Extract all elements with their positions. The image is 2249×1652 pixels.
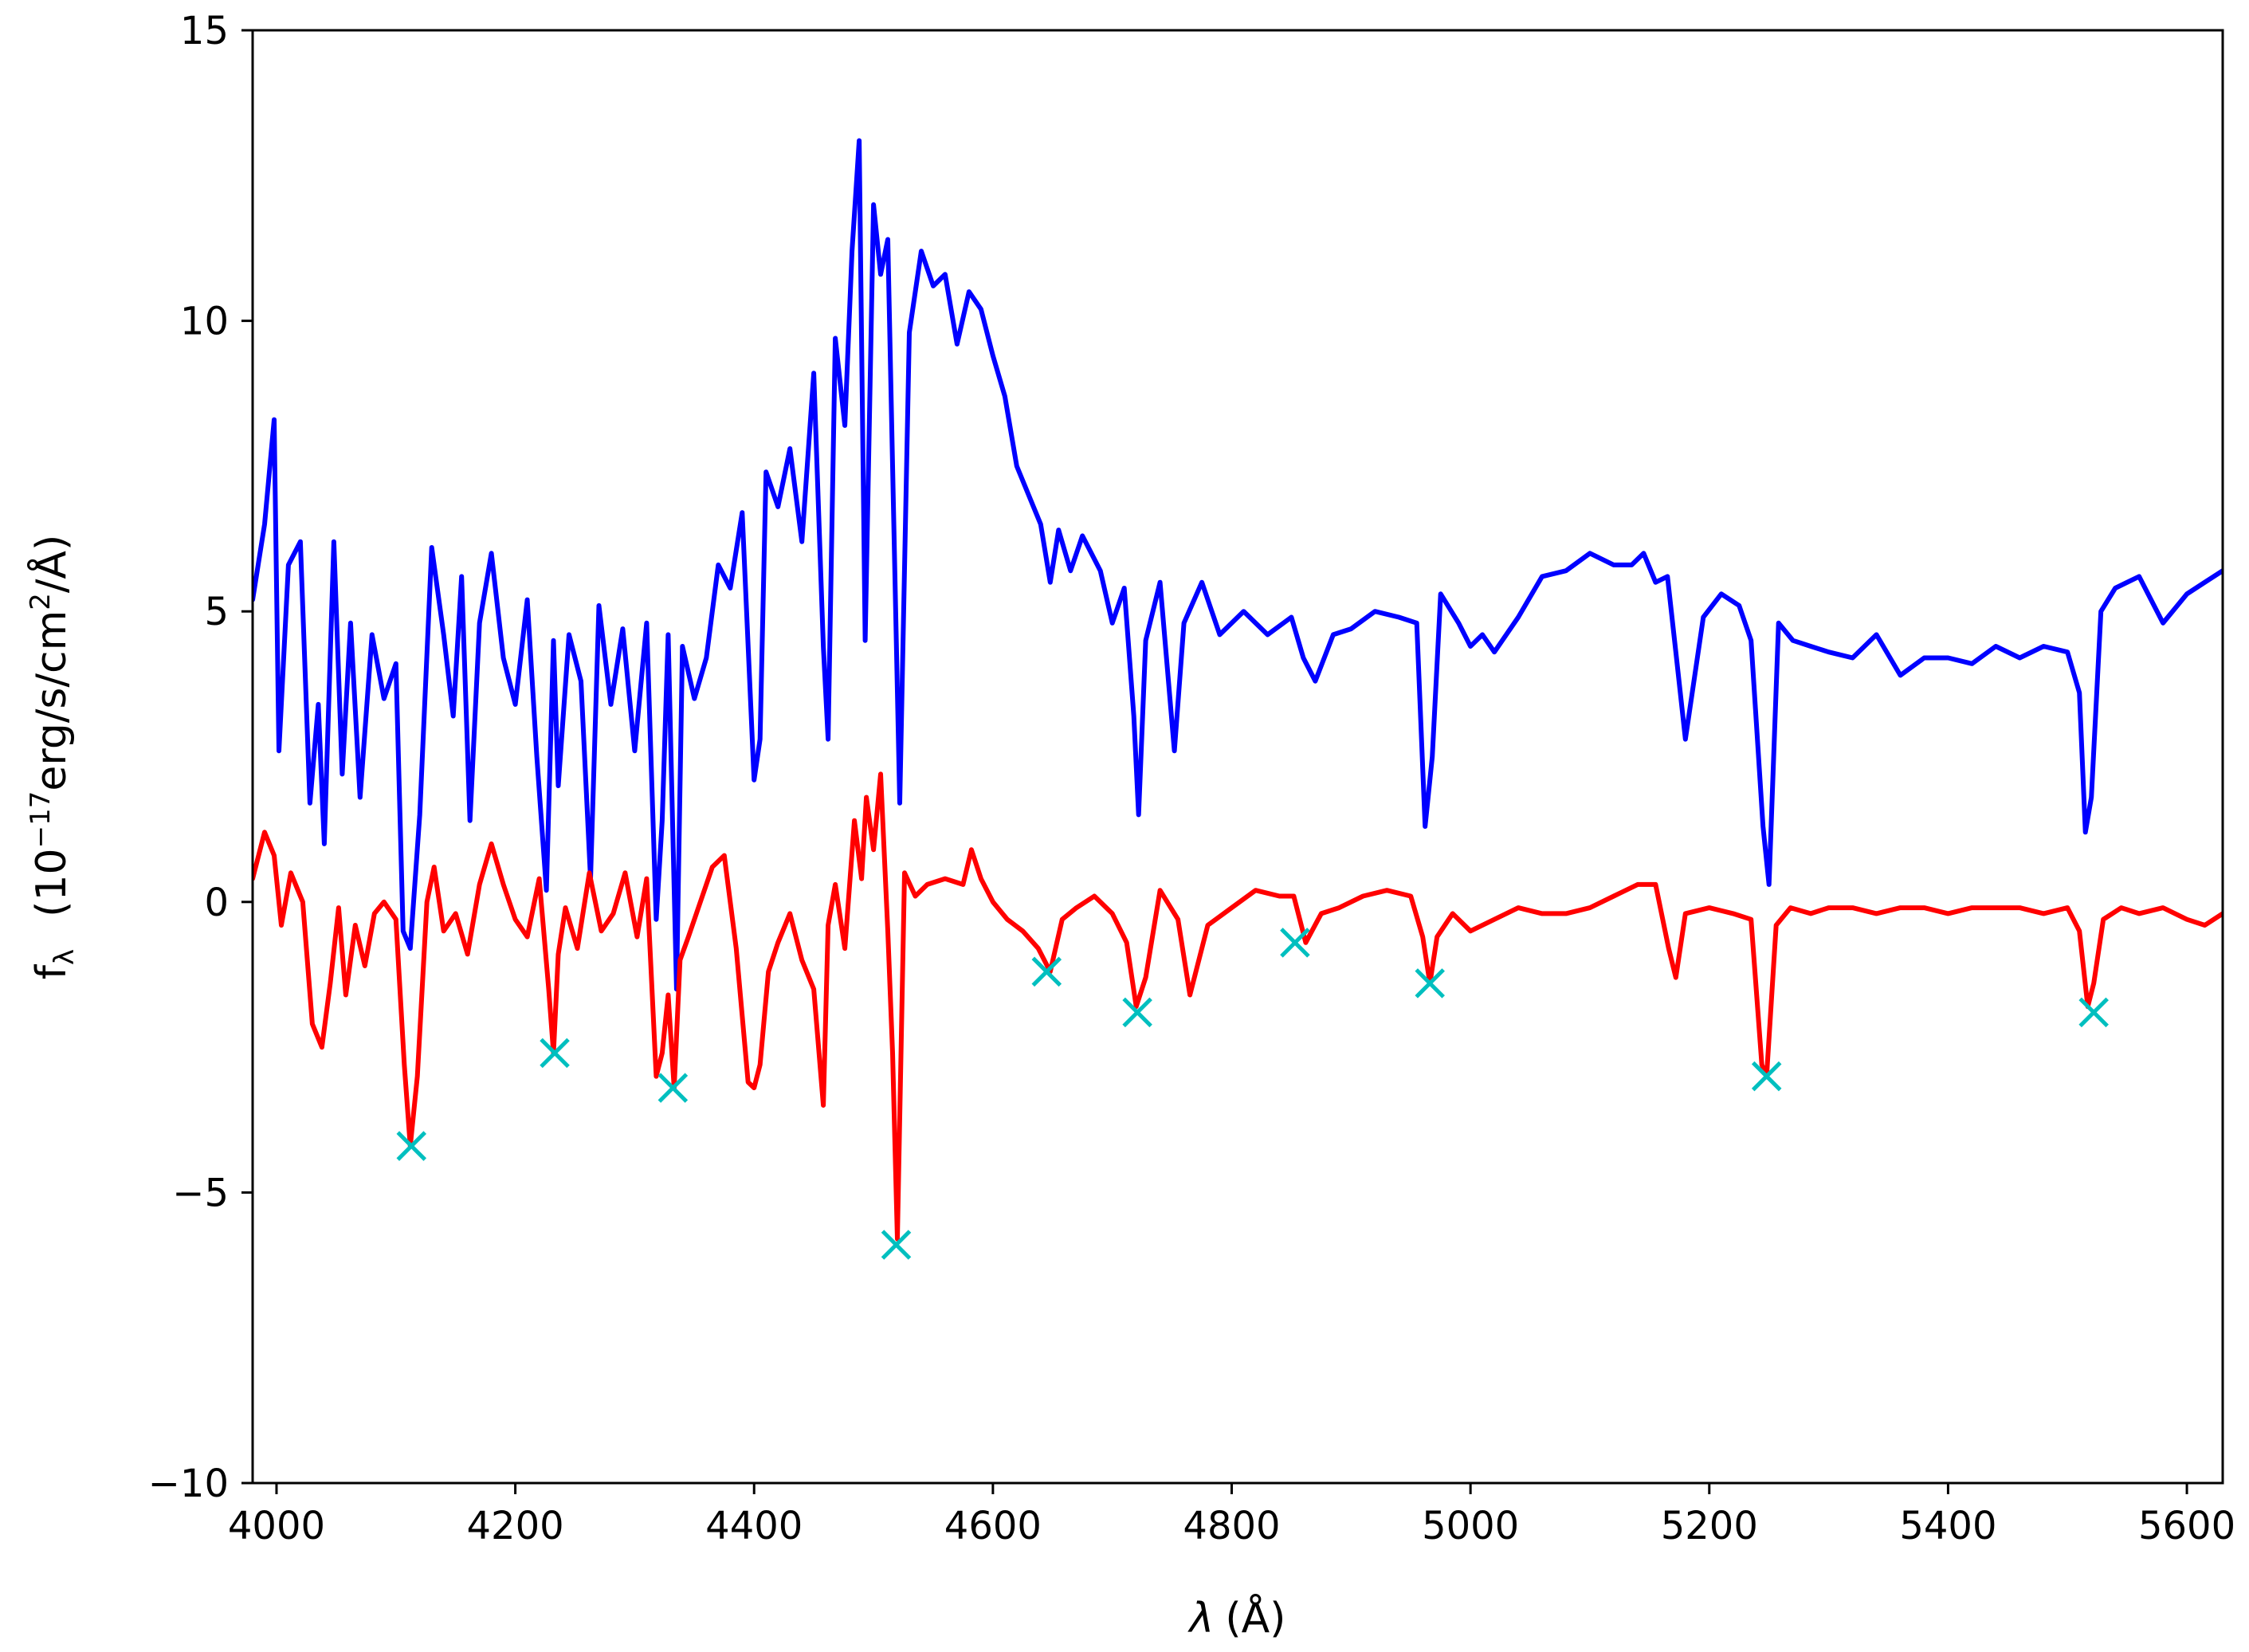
line-marker	[657, 1073, 689, 1103]
y-tick-label: −10	[148, 1462, 229, 1506]
y-axis-label-subscript: λ	[49, 949, 80, 965]
x-tick-label: 5600	[2138, 1504, 2235, 1548]
y-tick-label: 0	[204, 881, 229, 925]
y-tick-label: −5	[172, 1171, 229, 1215]
series-line-0	[253, 138, 2223, 992]
y-axis-label-units-c: /Å)	[26, 535, 76, 593]
y-axis-label-units-a: (10	[28, 848, 76, 916]
line-marker	[881, 1230, 912, 1260]
x-tick-label: 4400	[705, 1504, 803, 1548]
line-marker	[1280, 928, 1310, 958]
series-layer	[253, 138, 2223, 1242]
plot-frame	[251, 29, 2224, 1485]
x-tick-label: 5400	[1899, 1504, 1996, 1548]
x-axis-label-symbol: λ	[1187, 1595, 1215, 1642]
x-tick-label: 5000	[1422, 1504, 1519, 1548]
y-tick-label: 5	[204, 590, 229, 634]
line-marker	[1751, 1061, 1782, 1092]
marker-layer	[396, 928, 2109, 1260]
line-marker	[540, 1038, 570, 1069]
x-tick-label: 5200	[1661, 1504, 1758, 1548]
x-axis-label-unit: (Å)	[1225, 1593, 1285, 1642]
y-tick-label: 10	[180, 300, 229, 344]
x-tick-label: 4600	[944, 1504, 1042, 1548]
x-tick-label: 4000	[228, 1504, 325, 1548]
x-tick-label: 4800	[1183, 1504, 1280, 1548]
y-axis-label-prefix: f	[28, 963, 76, 979]
y-axis-label-exponent: −17	[25, 791, 57, 849]
y-axis: −10 −5 0 5 10 15	[148, 9, 253, 1506]
y-axis-label-exponent-2: 2	[25, 593, 57, 610]
line-marker	[396, 1131, 427, 1161]
line-marker	[1415, 968, 1445, 999]
line-marker	[2078, 997, 2109, 1028]
y-tick-label: 15	[180, 9, 229, 53]
y-axis-label: fλ (10−17erg/s/cm2/Å)	[25, 535, 80, 980]
y-axis-label-units-b: erg/s/cm	[28, 610, 76, 791]
x-axis: 4000 4200 4400 4600 4800 5000 5200 5400 5600	[228, 1483, 2235, 1548]
x-axis-label: λ (Å)	[1187, 1593, 1286, 1642]
line-marker	[1031, 956, 1062, 987]
x-tick-label: 4200	[467, 1504, 564, 1548]
line-marker	[1122, 997, 1152, 1028]
series-line-1	[253, 771, 2223, 1242]
